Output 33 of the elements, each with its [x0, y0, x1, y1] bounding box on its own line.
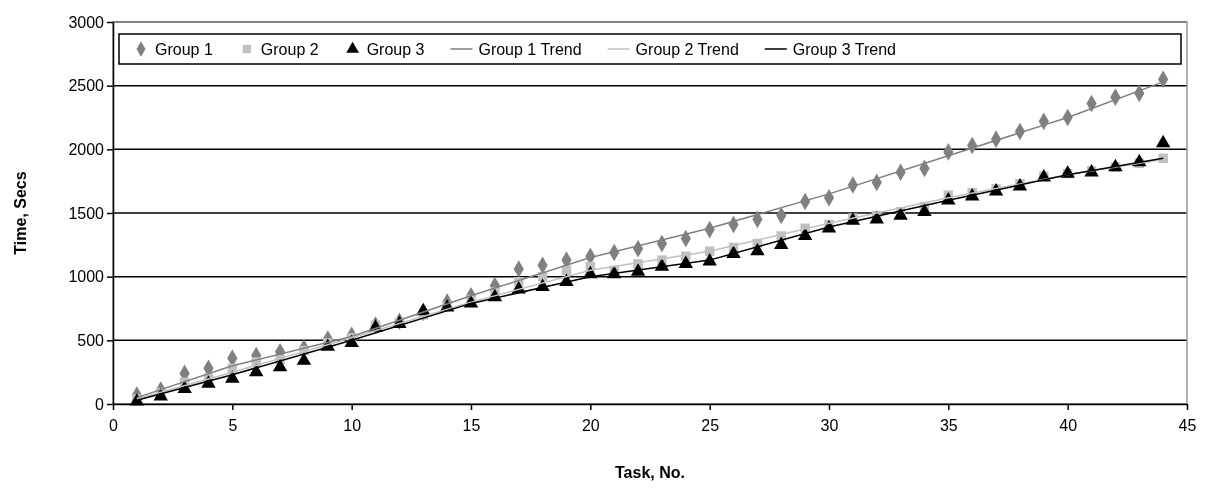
- y-tick-label: 500: [77, 331, 105, 349]
- point: [225, 370, 240, 383]
- x-tick-label: 45: [1178, 416, 1197, 434]
- point: [272, 358, 288, 372]
- legend-label: Group 3: [366, 40, 425, 58]
- point: [1155, 134, 1171, 148]
- x-axis-title: Task, No.: [615, 464, 685, 481]
- y-tick-label: 2000: [68, 140, 105, 158]
- legend-label: Group 1: [155, 40, 213, 58]
- y-tick-label: 1500: [68, 204, 105, 222]
- x-tick-label: 10: [343, 416, 362, 434]
- legend-label: Group 2: [260, 40, 319, 58]
- x-tick-label: 15: [462, 416, 481, 434]
- x-tick-label: 20: [581, 416, 600, 434]
- legend-label: Group 1 Trend: [478, 40, 582, 58]
- y-axis-title: Time, Secs: [12, 171, 29, 255]
- x-tick-label: 25: [701, 416, 720, 434]
- x-tick-label: 0: [109, 416, 119, 434]
- point: [296, 352, 312, 365]
- y-tick-label: 0: [95, 395, 105, 413]
- legend-label: Group 3 Trend: [792, 40, 896, 58]
- legend-label: Group 2 Trend: [635, 40, 739, 58]
- point: [630, 263, 646, 276]
- point: [917, 203, 932, 216]
- y-tick-label: 3000: [68, 13, 105, 31]
- x-tick-label: 35: [939, 416, 958, 434]
- point: [774, 236, 789, 249]
- y-tick-label: 2500: [68, 77, 105, 95]
- x-tick-label: 5: [228, 416, 238, 434]
- point: [702, 253, 717, 266]
- x-tick-label: 30: [820, 416, 839, 434]
- x-tick-label: 40: [1059, 416, 1078, 434]
- y-tick-label: 1000: [68, 268, 105, 286]
